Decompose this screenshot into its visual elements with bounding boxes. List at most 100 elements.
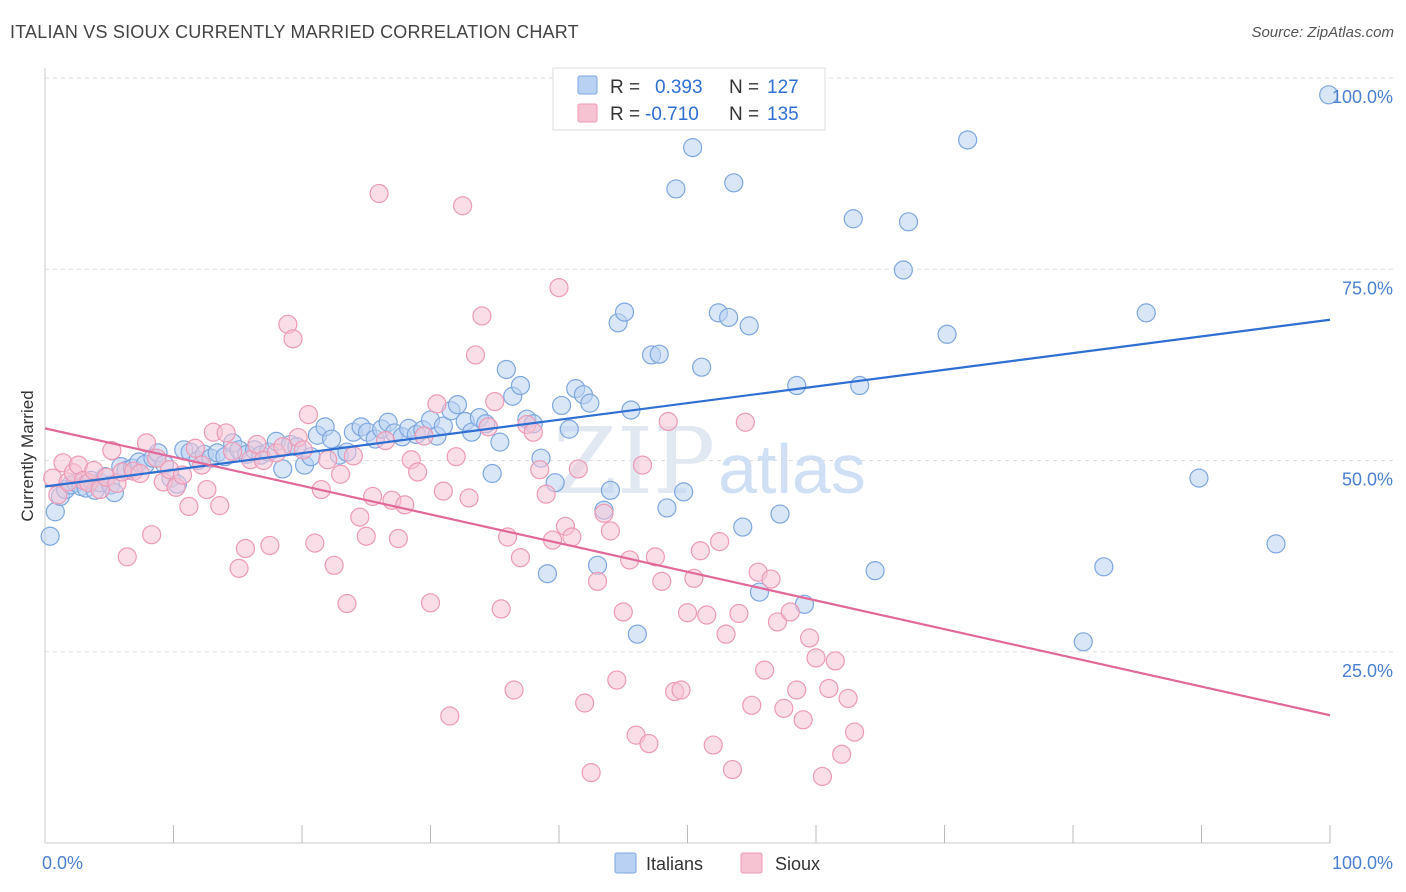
sioux-point-118 bbox=[774, 698, 794, 718]
sioux-point-92 bbox=[607, 670, 627, 690]
sioux-point-65 bbox=[433, 481, 453, 501]
sioux-point-106 bbox=[697, 605, 717, 625]
legend-r-value-sioux: -0.710 bbox=[645, 104, 699, 125]
sioux-point-33 bbox=[235, 538, 256, 559]
sioux-point-58 bbox=[388, 528, 408, 549]
italians-point-103 bbox=[770, 504, 790, 524]
sioux-point-69 bbox=[459, 488, 479, 508]
sioux-point-113 bbox=[742, 695, 762, 715]
sioux-point-32 bbox=[229, 558, 249, 578]
italians-point-63 bbox=[447, 395, 468, 415]
sioux-point-117 bbox=[767, 612, 788, 632]
italians-point-92 bbox=[657, 498, 677, 518]
italians-point-106 bbox=[843, 209, 863, 229]
italians-point-116 bbox=[1189, 468, 1209, 488]
legend-n-value-italians: 127 bbox=[767, 77, 799, 98]
sioux-point-110 bbox=[722, 759, 743, 780]
sioux-point-45 bbox=[305, 533, 325, 553]
sioux-point-123 bbox=[806, 648, 826, 668]
italians-point-110 bbox=[898, 212, 919, 232]
sioux-point-80 bbox=[530, 460, 550, 480]
sioux-point-63 bbox=[420, 593, 441, 613]
italians-point-112 bbox=[958, 130, 978, 150]
italians-point-95 bbox=[683, 138, 703, 158]
sioux-point-41 bbox=[283, 329, 303, 349]
bottom-legend-italians: Italians bbox=[646, 854, 703, 874]
sioux-point-125 bbox=[819, 678, 839, 699]
bottom-legend: Italians Sioux bbox=[614, 852, 820, 874]
sioux-point-30 bbox=[216, 423, 236, 443]
sioux-point-55 bbox=[369, 183, 389, 204]
sioux-point-37 bbox=[260, 535, 280, 556]
legend-n-label-sioux: N = bbox=[729, 104, 759, 125]
italians-point-118 bbox=[1266, 534, 1286, 554]
legend-swatch-italians bbox=[577, 75, 598, 95]
x-tick-label-max: 100.0% bbox=[1332, 853, 1393, 873]
italians-point-111 bbox=[937, 324, 957, 344]
sioux-point-18 bbox=[142, 525, 162, 545]
sioux-point-129 bbox=[844, 722, 865, 742]
axes bbox=[44, 68, 1331, 844]
sioux-point-64 bbox=[427, 394, 447, 414]
sioux-point-48 bbox=[324, 555, 344, 575]
trend-lines bbox=[44, 318, 1331, 717]
italians-point-96 bbox=[692, 357, 712, 377]
sioux-point-127 bbox=[832, 744, 852, 764]
y-tick-label-2: 75.0% bbox=[1342, 278, 1393, 298]
sioux-point-43 bbox=[293, 440, 313, 460]
sioux-point-72 bbox=[478, 417, 498, 437]
sioux-point-86 bbox=[568, 459, 588, 479]
sioux-point-91 bbox=[600, 521, 621, 541]
italians-point-99 bbox=[724, 173, 744, 193]
sioux-point-53 bbox=[356, 526, 376, 546]
legend-r-value-italians: 0.393 bbox=[655, 77, 703, 98]
sioux-point-85 bbox=[562, 527, 582, 547]
italians-point-82 bbox=[580, 393, 600, 413]
sioux-point-47 bbox=[318, 450, 338, 470]
legend-swatch-sioux bbox=[577, 103, 598, 123]
italians-point-69 bbox=[490, 432, 510, 452]
italians-point-101 bbox=[739, 316, 759, 336]
sioux-point-90 bbox=[594, 503, 614, 523]
sioux-point-49 bbox=[330, 464, 351, 484]
sioux-point-126 bbox=[825, 651, 845, 671]
y-tick-labels: 25.0% 50.0% 75.0% 100.0% bbox=[1332, 87, 1393, 681]
sioux-point-88 bbox=[581, 763, 601, 783]
sioux-point-44 bbox=[298, 405, 319, 425]
sioux-point-11 bbox=[102, 440, 122, 461]
sioux-point-83 bbox=[549, 278, 569, 298]
sioux-point-128 bbox=[838, 688, 858, 709]
sioux-point-89 bbox=[587, 571, 608, 591]
sioux-point-79 bbox=[523, 422, 543, 442]
legend-box bbox=[552, 67, 826, 131]
italians-trend-line bbox=[44, 318, 1331, 488]
sioux-point-74 bbox=[491, 599, 511, 619]
sioux-point-100 bbox=[658, 411, 678, 432]
italians-point-79 bbox=[559, 419, 579, 439]
sioux-point-103 bbox=[677, 603, 698, 623]
sioux-point-14 bbox=[117, 547, 137, 567]
legend-r-label-italians: R = bbox=[610, 77, 640, 98]
sioux-point-97 bbox=[639, 733, 659, 754]
x-tick-label-min: 0.0% bbox=[42, 853, 83, 873]
legend: R = 0.393 N = 127 R = -0.710 N = 135 bbox=[552, 67, 826, 131]
italians-point-78 bbox=[551, 395, 572, 416]
sioux-point-81 bbox=[536, 484, 556, 504]
series-sioux-points bbox=[43, 183, 865, 787]
italians-point-38 bbox=[273, 459, 293, 479]
sioux-point-31 bbox=[223, 441, 243, 461]
sioux-point-111 bbox=[729, 603, 749, 624]
sioux-point-67 bbox=[446, 447, 466, 467]
sioux-point-98 bbox=[645, 547, 665, 567]
sioux-point-66 bbox=[440, 706, 460, 726]
italians-point-72 bbox=[510, 375, 531, 396]
italians-point-68 bbox=[482, 463, 502, 484]
sioux-point-108 bbox=[710, 531, 730, 552]
sioux-point-102 bbox=[671, 680, 691, 700]
sioux-point-77 bbox=[510, 548, 531, 568]
sioux-point-51 bbox=[343, 446, 363, 466]
sioux-point-116 bbox=[761, 569, 781, 589]
sioux-point-52 bbox=[350, 507, 370, 527]
sioux-point-99 bbox=[652, 571, 672, 591]
